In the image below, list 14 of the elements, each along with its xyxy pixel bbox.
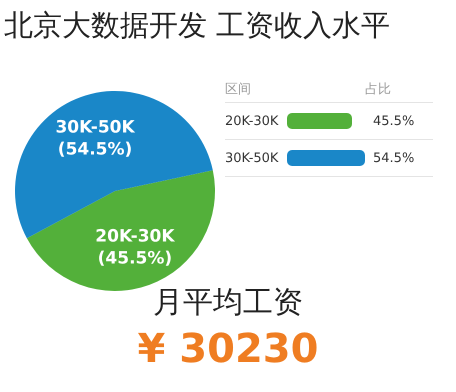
text: 区间 — [225, 81, 252, 98]
text: 45.5% — [373, 114, 414, 128]
text: 占比 — [365, 81, 391, 98]
slice-label: 30K-50K — [55, 118, 136, 138]
chart-title: 北京大数据开发 工资收入水平 — [4, 7, 390, 44]
slice-label: 20K-30K — [95, 226, 176, 246]
category-label: 20K-30K — [225, 114, 278, 128]
text: 54.5% — [373, 150, 414, 166]
pie-slice — [26, 170, 215, 291]
data-label: (54.5%) — [58, 140, 132, 160]
text: ¥ 30230 — [136, 326, 320, 372]
text: 月平均工资 — [152, 284, 304, 322]
data-label: (45.5%) — [98, 248, 172, 268]
slice-label: 30K-50K — [225, 150, 280, 166]
